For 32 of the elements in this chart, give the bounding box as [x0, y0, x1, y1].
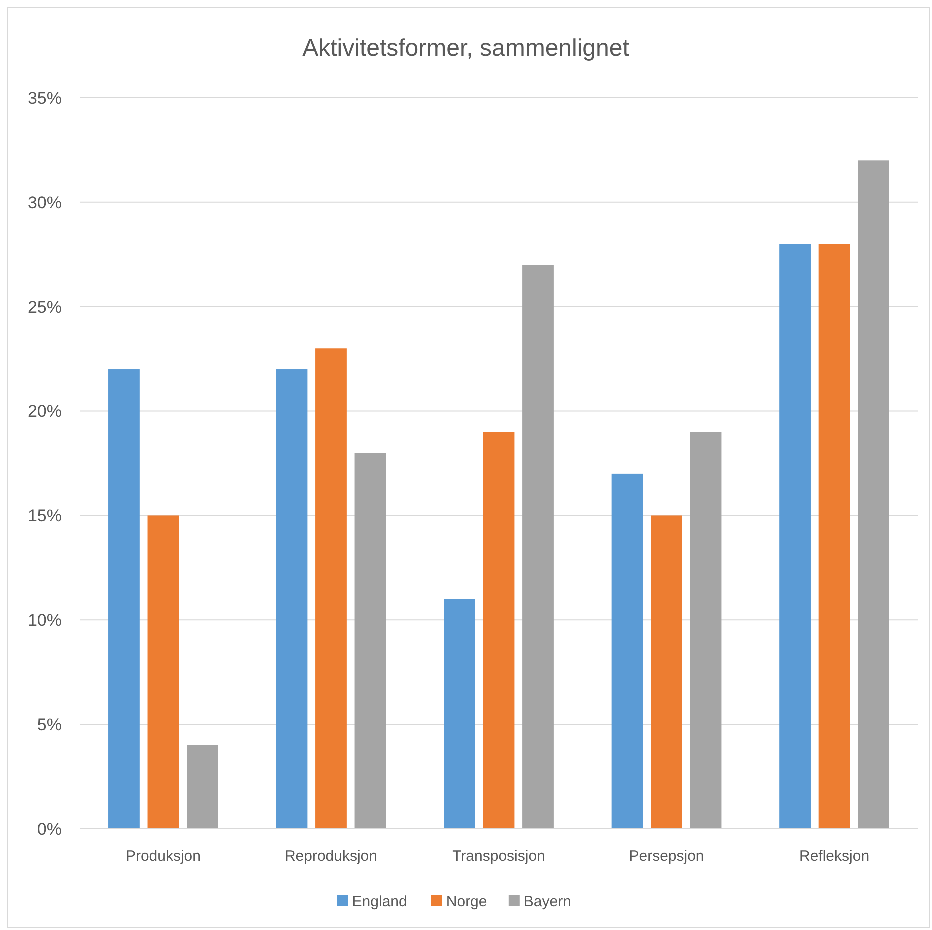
bar [780, 244, 811, 829]
bar [108, 370, 140, 829]
bar [612, 474, 644, 829]
y-tick-label: 20% [28, 402, 62, 422]
y-tick-label: 25% [28, 298, 62, 317]
legend-label: Bayern [524, 893, 572, 910]
chart-title: Aktivitetsformer, sammenlignet [302, 35, 630, 62]
legend-label: Norge [446, 893, 488, 910]
bar [690, 432, 722, 829]
bar [148, 516, 180, 829]
y-tick-label: 10% [28, 611, 62, 630]
bar [522, 265, 554, 829]
bar [444, 599, 476, 829]
bar [276, 370, 308, 829]
y-tick-label: 15% [28, 506, 62, 526]
y-tick-label: 35% [28, 88, 62, 108]
y-tick-label: 0% [37, 820, 62, 839]
y-tick-label: 5% [37, 716, 62, 735]
bar [354, 453, 386, 829]
bar [483, 432, 515, 829]
bar [858, 160, 890, 829]
legend-label: England [352, 893, 408, 910]
bar [651, 516, 682, 829]
x-tick-label: Persepsjon [629, 848, 704, 865]
y-tick-label: 30% [28, 193, 62, 212]
x-tick-label: Transposisjon [452, 848, 546, 865]
x-tick-label: Produksjon [126, 848, 201, 865]
bar [818, 244, 850, 829]
bar [316, 348, 347, 829]
x-tick-label: Reproduksjon [284, 848, 378, 865]
x-tick-label: Refleksjon [800, 848, 870, 865]
bar [187, 745, 218, 829]
